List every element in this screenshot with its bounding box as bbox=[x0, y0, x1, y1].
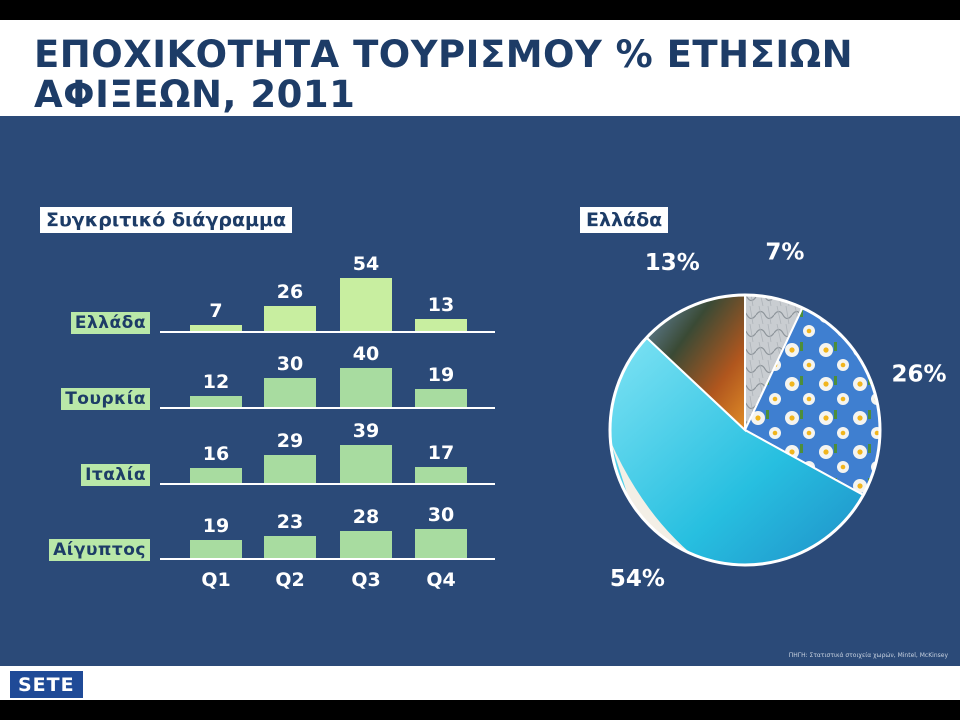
country-label: Ιταλία bbox=[81, 464, 150, 486]
sete-logo: SETE bbox=[9, 670, 84, 699]
pie-chart-title: Ελλάδα bbox=[580, 207, 669, 233]
slide-footer: SETE bbox=[0, 666, 960, 700]
country-label: Τουρκία bbox=[61, 388, 150, 410]
bar-chart-title: Συγκριτικό διάγραμμα bbox=[40, 207, 293, 233]
page-title-line-2: ΑΦΙΞΕΩΝ, 2011 bbox=[34, 73, 356, 116]
country-label: Ελλάδα bbox=[70, 312, 150, 334]
slide-header: ΕΠΟΧΙΚΟΤΗΤΑ ΤΟΥΡΙΣΜΟΥ % ΕΤΗΣΙΩΝ ΑΦΙΞΕΩΝ,… bbox=[0, 20, 960, 116]
country-label: Αίγυπτος bbox=[49, 539, 150, 561]
page-title-line-1: ΕΠΟΧΙΚΟΤΗΤΑ ΤΟΥΡΙΣΜΟΥ % ΕΤΗΣΙΩΝ bbox=[34, 33, 854, 76]
source-note: ΠΗΓΗ: Στατιστικά στοιχεία χωρών, Mintel,… bbox=[788, 652, 948, 659]
